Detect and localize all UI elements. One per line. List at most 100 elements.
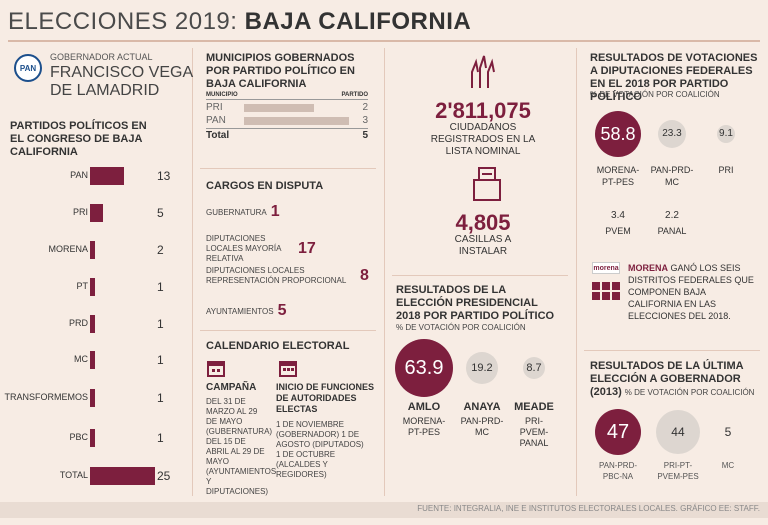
presidencial-subtitle: % DE VOTACIÓN POR COALICIÓN	[396, 323, 526, 332]
municipios-table: MUNICIPIO PARTIDO PRI 2 PAN 3 Total 5	[206, 92, 368, 141]
candidate-coalition: PRI-PVEM-PANAL	[519, 416, 549, 448]
cargo-item: GUBERNATURA 1	[206, 203, 280, 220]
congress-bar	[90, 315, 95, 333]
congress-value: 1	[157, 391, 164, 405]
campana-text: DEL 31 DE MARZO AL 29 DE MAYO (GUBERNATU…	[206, 397, 277, 496]
candidate-coalition: MORENA-PT-PES	[402, 416, 446, 437]
congress-value: 1	[157, 353, 164, 367]
municipios-title: MUNICIPIOS GOBERNADOS POR PARTIDO POLÍTI…	[206, 52, 355, 90]
congress-value: 13	[157, 169, 171, 183]
calendar-icon	[278, 358, 298, 378]
section-divider	[200, 330, 376, 331]
campana-title: CAMPAÑA	[206, 382, 257, 393]
diputaciones-subtitle: % DE VOTACIÓN POR COALICIÓN	[590, 90, 720, 99]
congress-party-label: TRANSFORMEMOS	[4, 392, 88, 402]
page-title: ELECCIONES 2019: BAJA CALIFORNIA	[8, 8, 472, 35]
gobernador-year: (2013)	[590, 386, 622, 398]
congress-value: 1	[157, 431, 164, 445]
casillas-label: CASILLAS A INSTALAR	[454, 234, 512, 257]
result-circle: 5	[724, 425, 732, 439]
congress-party-label: MORENA	[48, 244, 88, 254]
column-divider	[192, 48, 193, 496]
governor-name: FRANCISCO VEGA DE LAMADRID	[50, 64, 194, 99]
congress-bar	[90, 241, 96, 259]
coalition-label: PAN-PRD-PBC-NA	[598, 461, 638, 481]
congress-bar	[90, 389, 95, 407]
result-circle: 63.9	[395, 339, 453, 397]
congress-value: 2	[157, 243, 164, 257]
congress-party-label: PRD	[68, 318, 88, 328]
inicio-title: INICIO DE FUNCIONES DE AUTORIDADES ELECT…	[276, 382, 375, 414]
table-row: PAN 3	[206, 115, 368, 126]
gobernador-title: RESULTADOS DE LA ÚLTIMA ELECCIÓN A GOBER…	[590, 360, 744, 385]
result-circle: 23.3	[657, 119, 687, 149]
coalition-label: PRI-PT-PVEM-PES	[657, 461, 699, 481]
congress-title: PARTIDOS POLÍTICOS EN EL CONGRESO DE BAJ…	[10, 120, 147, 158]
citizens-label: CIUDADANOS REGISTRADOS EN LA LISTA NOMIN…	[430, 122, 536, 157]
result-circle: 44	[655, 409, 701, 455]
coalition-label: PAN-PRD-MC	[650, 165, 694, 187]
cargo-item: DIPUTACIONES LOCALES REPRESENTACIÓN PROP…	[206, 266, 369, 285]
inicio-text: 1 DE NOVIEMBRE (GOBERNADOR) 1 DE AGOSTO …	[276, 420, 364, 479]
congress-bar	[90, 351, 95, 369]
casillas-count: 4,805	[455, 210, 511, 235]
result-value: 2.2	[665, 210, 679, 221]
congress-party-label: PRI	[72, 207, 88, 217]
column-divider	[576, 48, 577, 496]
gobernador-subtitle: % DE VOTACIÓN POR COALICIÓN	[624, 388, 755, 397]
congress-party-label: PBC	[69, 432, 88, 442]
congress-bar	[90, 204, 103, 222]
calendario-title: CALENDARIO ELECTORAL	[206, 340, 350, 352]
coalition-label: MORENA-PT-PES	[596, 165, 640, 187]
title-divider	[8, 40, 760, 42]
congress-value: 1	[157, 280, 164, 294]
municipio-bar	[244, 116, 349, 125]
result-circle: 8.7	[523, 357, 545, 379]
congress-party-label: PAN	[70, 170, 88, 180]
congress-party-label: TOTAL	[59, 470, 88, 480]
section-divider	[200, 168, 376, 169]
result-value: 3.4	[611, 210, 625, 221]
morena-note: MORENA GANÓ LOS SEIS DISTRITOS FEDERALES…	[628, 263, 754, 321]
cargo-item: DIPUTACIONES LOCALES MAYORÍA RELATIVA 17	[206, 234, 316, 263]
morena-logo: morena	[592, 262, 620, 274]
congress-value: 25	[157, 469, 171, 483]
section-divider	[392, 275, 568, 276]
presidencial-title: RESULTADOS DE LA ELECCIÓN PRESIDENCIAL 2…	[396, 284, 555, 322]
congress-value: 1	[157, 317, 164, 331]
table-total: Total 5	[206, 128, 368, 141]
congress-party-label: MC	[74, 354, 88, 364]
source-note: FUENTE: INTEGRALIA, INE E INSTITUTOS ELE…	[417, 504, 760, 513]
candidate-name: ANAYA	[463, 401, 501, 413]
congress-bar	[90, 429, 95, 447]
result-circle: 19.2	[466, 352, 498, 384]
pan-logo-icon: PAN	[14, 54, 42, 82]
result-circle: 58.8	[595, 111, 641, 157]
result-circle: 9.1	[716, 124, 736, 144]
cargos-title: CARGOS EN DISPUTA	[206, 180, 324, 192]
footer: FUENTE: INTEGRALIA, INE E INSTITUTOS ELE…	[0, 502, 768, 518]
coalition-label: PANAL	[657, 226, 687, 236]
congress-bar	[90, 167, 124, 185]
coalition-label: PRI	[718, 165, 734, 175]
result-circle: 47	[595, 409, 641, 455]
column-divider	[384, 48, 385, 496]
citizens-count: 2'811,075	[435, 98, 531, 123]
candidate-name: MEADE	[514, 401, 554, 413]
congress-value: 5	[157, 206, 164, 220]
coalition-label: PVEM	[605, 226, 631, 236]
cargo-item: AYUNTAMIENTOS 5	[206, 302, 287, 319]
section-divider	[584, 350, 760, 351]
calendar-icon	[206, 358, 226, 378]
coalition-label: MC	[721, 461, 735, 470]
congress-bar	[90, 467, 155, 485]
diputaciones-title: RESULTADOS DE VOTACIONES A DIPUTACIONES …	[590, 52, 758, 103]
candidate-name: AMLO	[407, 401, 441, 413]
candidate-coalition: PAN-PRD-MC	[460, 416, 504, 437]
ballot-box-icon	[470, 166, 504, 202]
congress-bar	[90, 278, 95, 296]
congress-party-label: PT	[76, 281, 88, 291]
municipio-bar	[244, 103, 314, 112]
raised-hands-icon	[466, 54, 502, 90]
table-row: PRI 2	[206, 102, 368, 113]
